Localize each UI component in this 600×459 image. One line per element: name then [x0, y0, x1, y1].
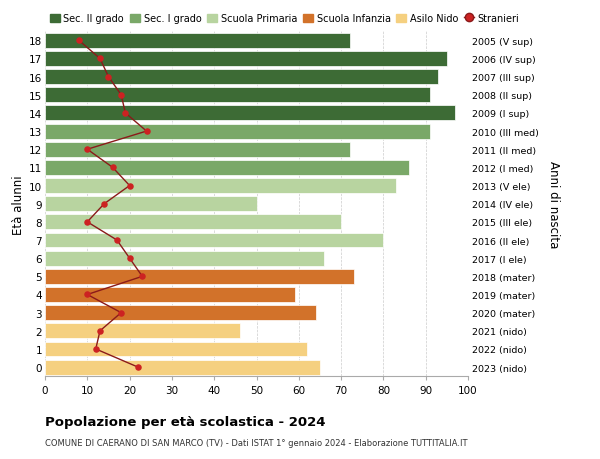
Bar	[45, 306, 316, 320]
Text: COMUNE DI CAERANO DI SAN MARCO (TV) - Dati ISTAT 1° gennaio 2024 - Elaborazione : COMUNE DI CAERANO DI SAN MARCO (TV) - Da…	[45, 438, 467, 448]
Point	[116, 309, 126, 317]
Bar	[45, 342, 307, 357]
Point	[104, 74, 113, 81]
Bar	[45, 197, 257, 212]
Bar	[45, 324, 239, 338]
Bar	[45, 106, 455, 121]
Bar	[45, 269, 354, 284]
Point	[125, 183, 134, 190]
Bar	[45, 34, 350, 49]
Point	[95, 327, 105, 335]
Legend: Sec. II grado, Sec. I grado, Scuola Primaria, Scuola Infanzia, Asilo Nido, Stran: Sec. II grado, Sec. I grado, Scuola Prim…	[50, 14, 520, 24]
Bar	[45, 161, 409, 175]
Point	[83, 291, 92, 298]
Bar	[45, 88, 430, 103]
Y-axis label: Età alunni: Età alunni	[12, 174, 25, 234]
Bar	[45, 251, 324, 266]
Point	[142, 128, 151, 135]
Point	[112, 237, 122, 244]
Point	[116, 92, 126, 99]
Bar	[45, 360, 320, 375]
Point	[95, 56, 105, 63]
Bar	[45, 179, 396, 194]
Point	[91, 346, 101, 353]
Bar	[45, 287, 295, 302]
Point	[125, 255, 134, 262]
Point	[100, 201, 109, 208]
Text: Popolazione per età scolastica - 2024: Popolazione per età scolastica - 2024	[45, 415, 325, 428]
Point	[83, 146, 92, 154]
Bar	[45, 52, 447, 67]
Point	[133, 364, 143, 371]
Point	[83, 218, 92, 226]
Point	[108, 164, 118, 172]
Point	[74, 38, 83, 45]
Bar	[45, 70, 439, 85]
Bar	[45, 215, 341, 230]
Bar	[45, 142, 350, 157]
Bar	[45, 124, 430, 139]
Y-axis label: Anni di nascita: Anni di nascita	[547, 161, 560, 248]
Bar	[45, 233, 383, 248]
Point	[121, 110, 130, 118]
Point	[137, 273, 147, 280]
